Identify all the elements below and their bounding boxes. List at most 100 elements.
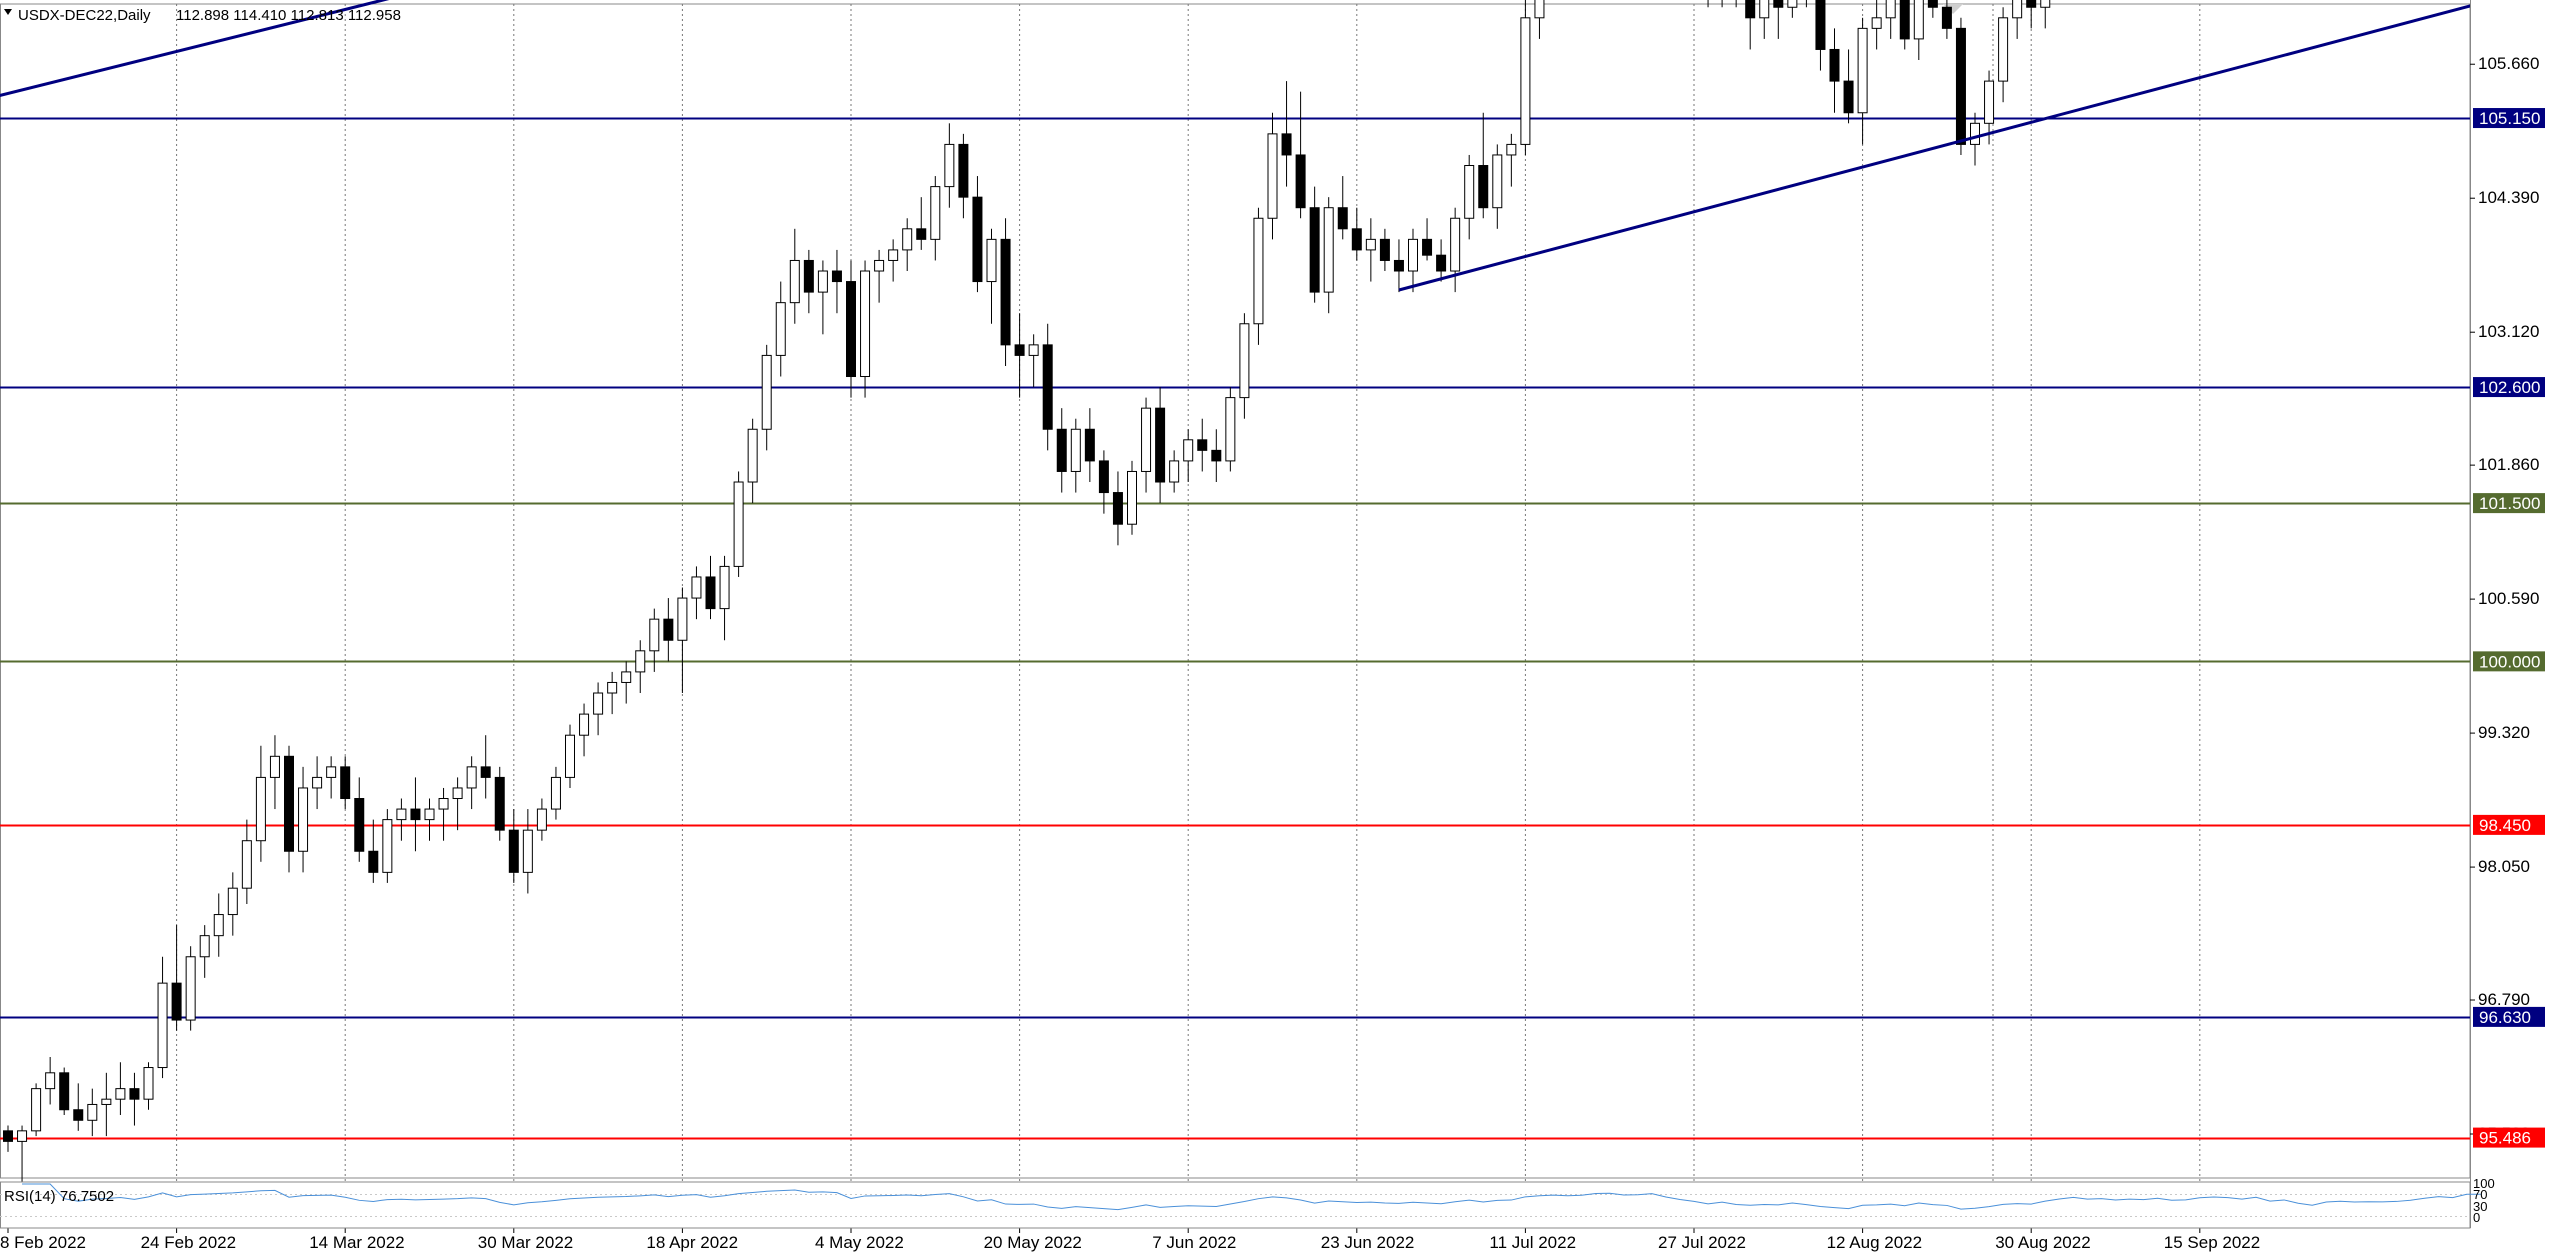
candle-body-down — [410, 808, 421, 821]
candle-body-up — [1871, 17, 1882, 29]
candle-body-down — [73, 1109, 84, 1121]
candle — [916, 197, 927, 250]
horizontal-levels[interactable] — [0, 0, 2470, 1140]
candle-body-down — [480, 766, 491, 778]
candle — [129, 1072, 140, 1126]
candle — [1759, 0, 1770, 39]
time-tick-label: 15 Sep 2022 — [2164, 1233, 2260, 1252]
candle-body-down — [831, 270, 842, 283]
candle-body-up — [1225, 397, 1236, 462]
candle — [565, 724, 575, 788]
candle — [888, 239, 899, 282]
candle — [424, 798, 435, 841]
candle-body-up — [452, 787, 463, 800]
candle — [817, 260, 828, 335]
candle — [1843, 49, 1854, 124]
candle-body-up — [1759, 0, 1770, 19]
candle — [410, 777, 421, 852]
candle — [354, 777, 365, 862]
candle — [1042, 323, 1053, 451]
rsi-scale-label: 30 — [2473, 1199, 2487, 1214]
candle-body-up — [1253, 217, 1264, 325]
candle-body-up — [747, 428, 758, 483]
candle-body-down — [1829, 48, 1840, 82]
candle-body-up — [1408, 238, 1418, 272]
price-tick-label: 101.860 — [2478, 455, 2539, 474]
price-tick-label: 96.790 — [2478, 990, 2530, 1009]
level-price-tag-label: 101.500 — [2479, 494, 2540, 513]
candle-body-down — [1014, 344, 1025, 356]
candle — [17, 1125, 28, 1189]
candle-body-up — [860, 270, 871, 378]
candle — [185, 946, 196, 1031]
candle — [1084, 408, 1095, 483]
candle-body-up — [621, 671, 632, 683]
candle-body-down — [1295, 154, 1306, 209]
candle-body-down — [1927, 0, 1938, 8]
candle-body-up — [1492, 154, 1503, 209]
candle — [1478, 112, 1489, 219]
candle — [944, 123, 955, 208]
candle — [396, 798, 407, 841]
candle — [719, 555, 730, 641]
candle — [1014, 313, 1025, 398]
candle — [705, 555, 716, 620]
time-tick-label: 30 Mar 2022 — [478, 1233, 573, 1252]
candle-body-up — [902, 228, 913, 251]
candle-body-down — [1436, 254, 1447, 272]
candle — [1534, 0, 1545, 39]
candle — [958, 133, 969, 219]
candle-body-up — [326, 766, 337, 778]
candle-body-up — [298, 787, 309, 852]
trendline-2[interactable] — [1398, 0, 2560, 292]
candle — [508, 809, 519, 883]
rsi-scale-label: 70 — [2473, 1187, 2487, 1202]
candle — [1337, 176, 1348, 240]
candle-body-up — [396, 808, 407, 821]
time-tick-label: 11 Jul 2022 — [1489, 1233, 1576, 1252]
candle — [860, 260, 871, 398]
candle — [1239, 313, 1250, 419]
candle — [972, 176, 983, 293]
candle-body-up — [31, 1088, 42, 1132]
candle — [227, 872, 238, 936]
candle — [157, 956, 168, 1079]
candle-body-up — [761, 354, 772, 430]
candle — [1281, 81, 1292, 187]
candle-body-up — [1464, 165, 1475, 219]
candle — [312, 756, 323, 810]
candle — [466, 756, 477, 810]
candle — [1829, 28, 1840, 113]
candle-body-down — [284, 755, 294, 852]
trendlines[interactable] — [0, 0, 2560, 292]
candle — [101, 1072, 112, 1137]
candle — [803, 249, 814, 314]
collapse-arrow-icon[interactable] — [4, 9, 12, 15]
candle-body-down — [1941, 6, 1952, 29]
candle-body-down — [1098, 460, 1109, 494]
candle — [1857, 17, 1868, 145]
candle-body-up — [213, 914, 224, 937]
candle — [1787, 0, 1798, 18]
candle — [1745, 0, 1756, 50]
candle-body-up — [438, 798, 449, 810]
candle-body-up — [1365, 238, 1376, 251]
candle-body-up — [1323, 207, 1334, 293]
candle — [59, 1067, 70, 1116]
time-axis: 8 Feb 2022 24 Feb 2022 14 Mar 2022 30 Mar 2… — [0, 1228, 2260, 1252]
candle — [1225, 387, 1236, 472]
ohlc-values: 112.898 114.410 112.813 112.958 — [176, 7, 401, 24]
candle-body-up — [593, 692, 604, 715]
candle — [635, 640, 646, 694]
candle-body-down — [508, 829, 519, 873]
candle — [579, 703, 590, 757]
candle — [1365, 218, 1376, 282]
candle-body-up — [1984, 80, 1995, 124]
candle-body-down — [846, 281, 856, 378]
candle-body-up — [986, 238, 997, 283]
price-axis-background — [2470, 0, 2560, 1256]
candle — [1492, 144, 1503, 229]
candle — [747, 418, 758, 504]
candle — [241, 819, 252, 905]
